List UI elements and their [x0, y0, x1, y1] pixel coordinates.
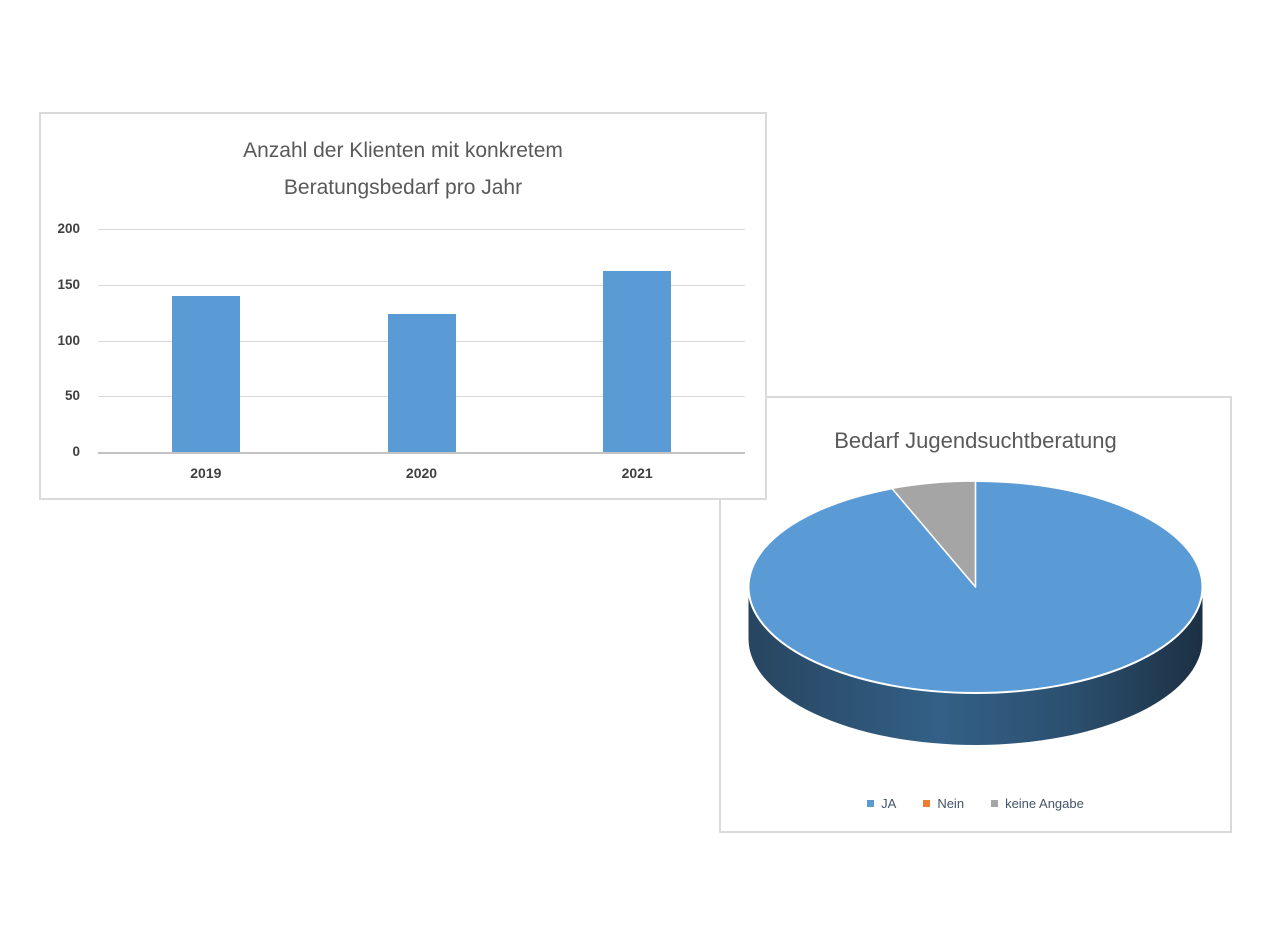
x-axis-label-2020: 2020	[405, 465, 438, 481]
y-axis-label-150: 150	[57, 276, 80, 292]
gridline-150	[98, 284, 745, 286]
gridline-200	[98, 229, 745, 230]
pie-3d-graphic	[747, 480, 1204, 745]
legend-marker-keine-angabe	[991, 800, 999, 807]
pie-side-band	[748, 587, 1203, 745]
bar-y-axis-labels: 0 50 100 150 200	[41, 221, 87, 459]
pie-legend: JA Nein keine Angabe	[721, 796, 1230, 811]
bar-2021	[603, 271, 672, 452]
legend-label-keine-angabe: keine Angabe	[1005, 796, 1084, 811]
legend-label-ja: JA	[881, 796, 897, 811]
legend-item-ja: JA	[867, 796, 896, 811]
legend-item-keine-angabe: keine Angabe	[991, 796, 1084, 811]
y-axis-label-100: 100	[57, 332, 80, 348]
x-axis-label-2021: 2021	[621, 465, 653, 481]
bar-2019	[171, 295, 240, 452]
gridline-0	[98, 452, 745, 454]
bar-chart-title-line2: Beratungsbedarf pro Jahr	[283, 176, 523, 199]
bar-x-axis-labels: 2019 2020 2021	[98, 465, 745, 487]
legend-item-nein: Nein	[923, 796, 964, 811]
y-axis-label-200: 200	[57, 221, 80, 236]
bar-chart-title: Anzahl der Klienten mit konkretem Beratu…	[41, 132, 765, 206]
bar-chart-title-line1: Anzahl der Klienten mit konkretem	[243, 139, 563, 162]
x-axis-label-2019: 2019	[190, 465, 222, 481]
legend-label-nein: Nein	[937, 796, 965, 811]
bar-chart-panel: Anzahl der Klienten mit konkretem Beratu…	[39, 112, 767, 500]
legend-marker-ja	[867, 800, 875, 807]
bar-series	[98, 229, 745, 452]
pie-chart-title: Bedarf Jugendsuchtberatung	[834, 428, 1117, 453]
pie-chart-panel: Bedarf Jugendsuchtberatung JA Nein keine A…	[719, 396, 1232, 833]
pie-slices	[891, 480, 977, 588]
y-axis-label-0: 0	[72, 444, 80, 459]
pie-slice-keine-angabe	[891, 480, 977, 588]
bar-plot-area	[98, 229, 745, 454]
y-axis-label-50: 50	[64, 388, 80, 404]
legend-marker-nein	[923, 800, 931, 807]
bar-2020	[387, 313, 456, 452]
